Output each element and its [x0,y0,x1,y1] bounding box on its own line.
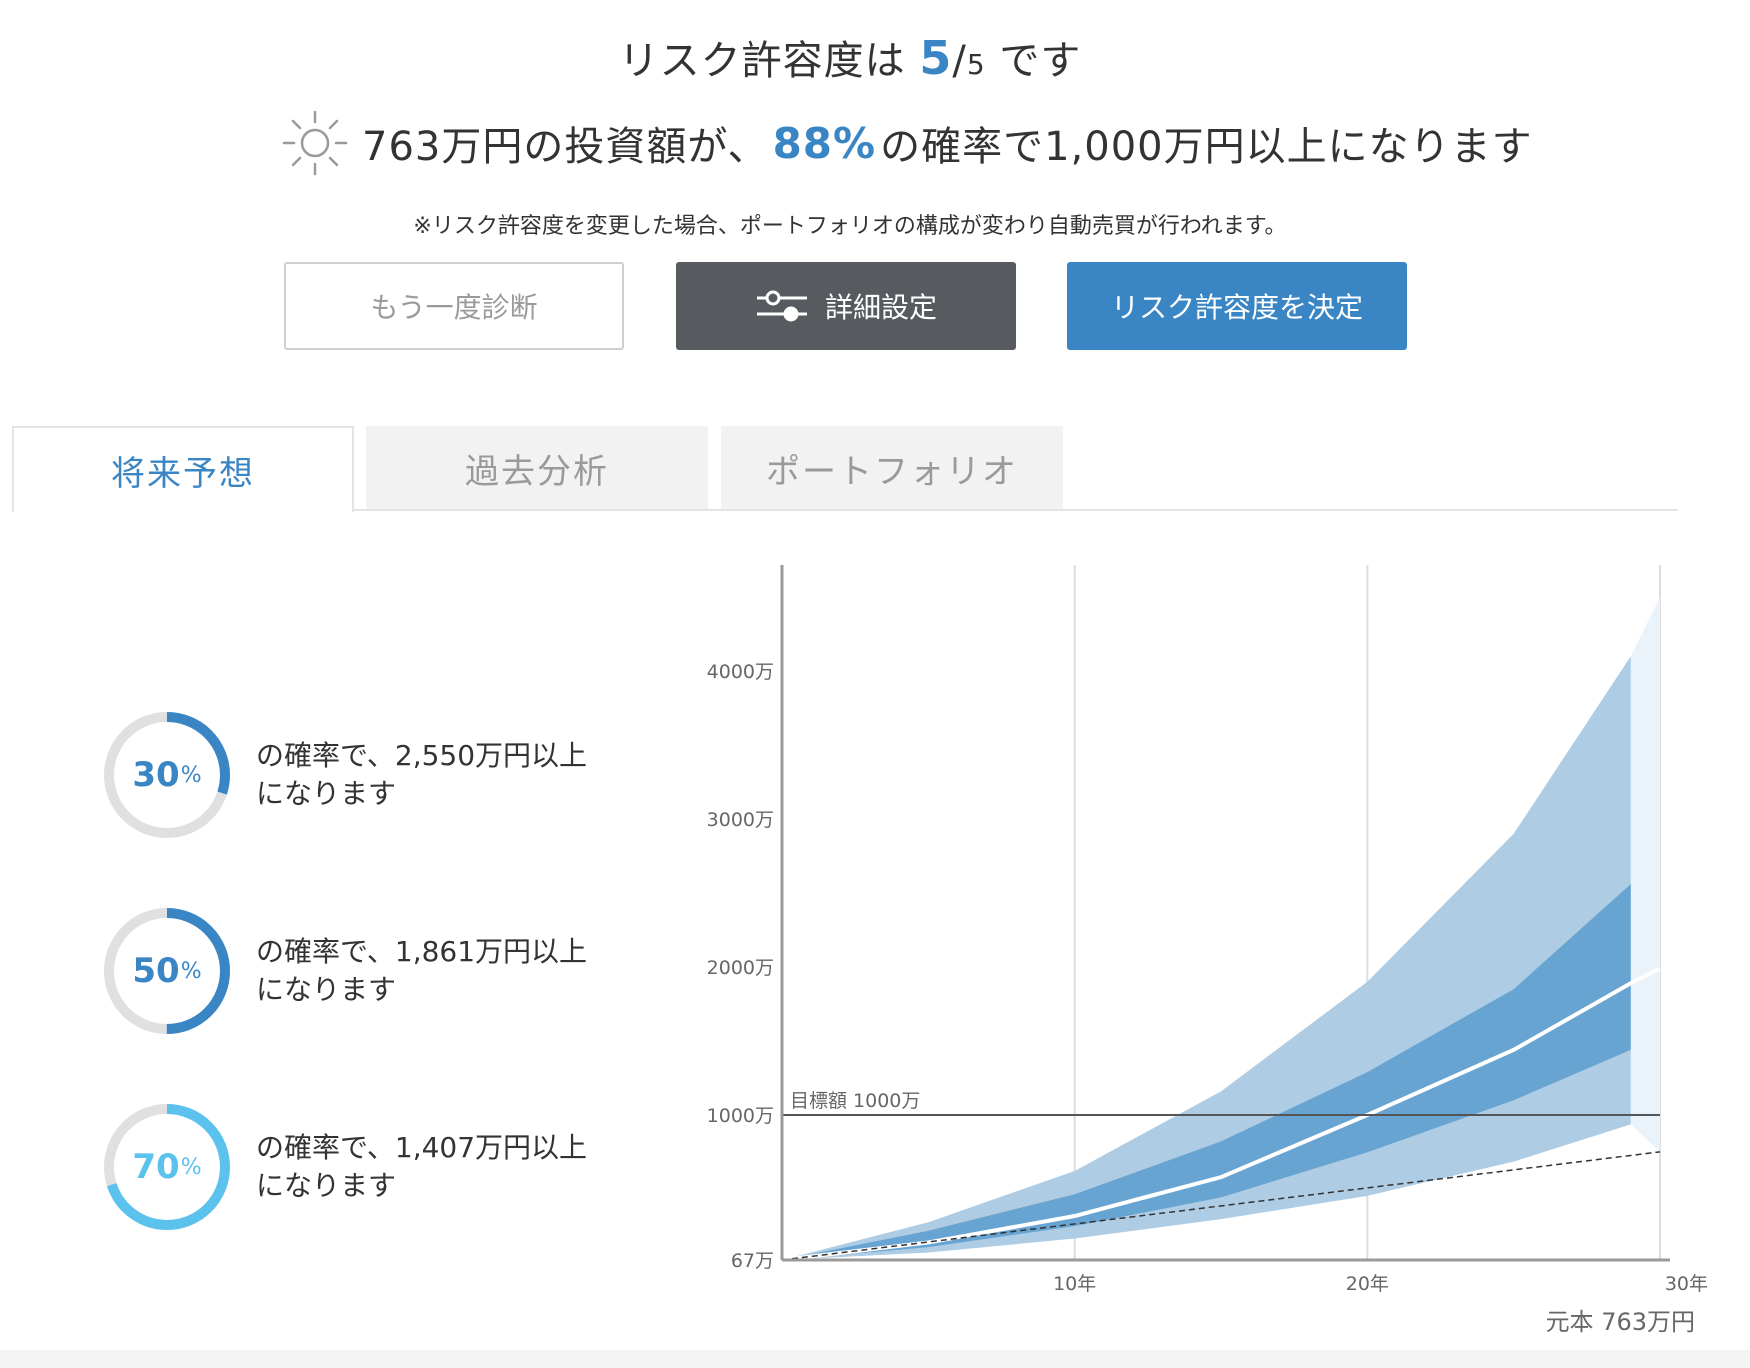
prob-text-line1: の確率で、1,407万円以上 [256,1131,588,1164]
prob-text-line1: の確率で、1,861万円以上 [256,935,588,968]
tab-past-analysis-label: 過去分析 [465,451,609,492]
title-suffix: です [999,38,1082,84]
prob-text-line2: になります [256,973,397,1006]
probability-summary: 763万円の投資額が、 88% の確率で1,000万円以上になります [280,108,1533,178]
target-label: 目標額 1000万 [790,1090,920,1112]
sun-icon [282,110,348,176]
probability-row-50: 50% の確率で、1,861万円以上 になります [100,904,587,1038]
y-tick-label: 2000万 [707,957,774,979]
detail-settings-label: 詳細設定 [824,291,937,324]
x-tick-label: 30年 [1665,1273,1708,1295]
forecast-extension-area [1630,597,1660,1152]
y-tick-label: 3000万 [707,809,774,831]
confirm-risk-button[interactable]: リスク許容度を決定 [1067,262,1407,350]
tab-portfolio[interactable]: ポートフォリオ [721,426,1063,510]
change-note: ※リスク許容度を変更した場合、ポートフォリオの構成が変わり自動売買が行われます。 [413,214,1287,239]
donut-70: 70% [100,1100,234,1234]
prob-text-line1: の確率で、2,550万円以上 [256,739,588,772]
y-tick-label: 4000万 [707,661,774,683]
tab-forecast[interactable]: 将来予想 [12,426,354,512]
donut-percent-sign: % [180,1154,202,1180]
probability-row-30: 30% の確率で、2,550万円以上 になります [100,708,587,842]
donut-percent-sign: % [180,762,202,788]
risk-value: 5 [919,31,953,85]
forecast-chart: 目標額 1000万 67万 1000万 2000万 3000万 4000万 10年 20年 30… [600,560,1710,1354]
principal-line [781,1151,1661,1261]
donut-percent: 30 [132,755,180,795]
x-tick-label: 20年 [1346,1273,1389,1295]
donut-chart [104,712,230,838]
rediagnose-button[interactable]: もう一度診断 [284,262,624,350]
sliders-icon [756,290,807,322]
risk-separator: / [952,38,967,84]
risk-tolerance-title: リスク許容度は 5/5 です [0,28,1700,86]
bottom-strip [0,1350,1750,1368]
prob-text-line2: になります [256,1169,397,1202]
prob-prefix: 763万円の投資額が、 [362,124,769,170]
donut-percent-sign: % [180,958,202,984]
confirm-risk-label: リスク許容度を決定 [1110,291,1363,324]
tab-underline [12,509,1678,511]
forecast-chart-svg: 目標額 1000万 67万 1000万 2000万 3000万 4000万 10年 20年 30… [707,565,1708,1336]
donut-chart [104,908,230,1034]
principal-label: 元本 763万円 [1546,1308,1695,1336]
median-line [781,966,1661,1262]
prob-suffix: の確率で1,000万円以上になります [880,124,1533,170]
tab-portfolio-label: ポートフォリオ [766,451,1018,492]
y-tick-label: 1000万 [707,1105,774,1127]
rediagnose-label: もう一度診断 [370,291,538,324]
probability-row-70: 70% の確率で、1,407万円以上 になります [100,1100,587,1234]
tab-forecast-label: 将来予想 [111,453,255,494]
prob-value: 88% [772,118,877,168]
prob-text-line2: になります [256,777,397,810]
detail-settings-button[interactable]: 詳細設定 [676,262,1016,350]
donut-percent: 50 [132,951,180,991]
donut-percent: 70 [132,1147,180,1187]
title-prefix: リスク許容度は [618,38,906,84]
donut-50: 50% [100,904,234,1038]
donut-30: 30% [100,708,234,842]
risk-max: 5 [966,48,986,81]
tab-past-analysis[interactable]: 過去分析 [366,426,708,510]
donut-chart [104,1104,230,1230]
y-tick-label: 67万 [731,1250,774,1272]
x-tick-label: 10年 [1053,1273,1096,1295]
